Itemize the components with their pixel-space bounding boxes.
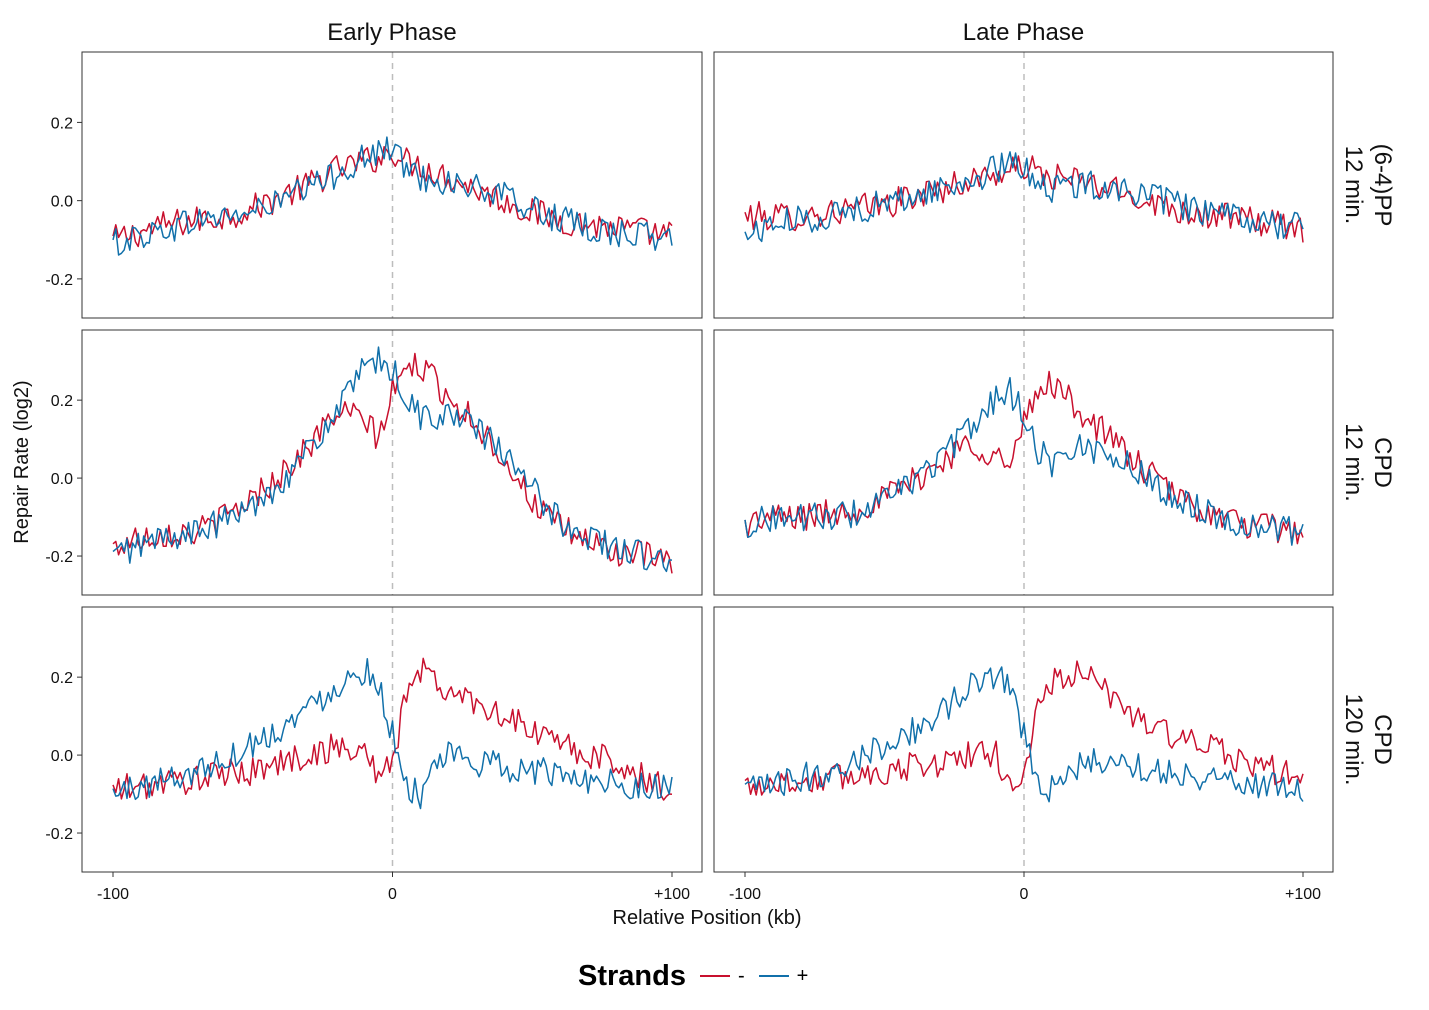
legend-swatch-minus [699,975,730,977]
panel-border [81,51,703,319]
legend-title: Strands [578,959,686,992]
series-line-plus [112,136,673,256]
series-line-minus [744,370,1304,545]
legend-swatch-plus [758,975,789,977]
panels-layer [81,51,1334,873]
panel-border [713,51,1334,319]
panel-r1-c1 [713,329,1334,596]
x-tick-label: +100 [1285,886,1321,903]
y-tick-label: 0.0 [51,748,73,765]
panel-border [81,329,703,596]
facet-row-label: CPD120 min. [1340,693,1396,785]
x-tick-label: -100 [729,886,761,903]
series-line-minus [112,657,673,801]
y-tick-label: 0.0 [51,194,73,211]
y-tick-label: -0.2 [45,272,73,289]
y-tick-label: 0.0 [51,471,73,488]
facet-row-label-line: CPD [1369,714,1396,765]
y-tick-label: 0.2 [51,670,73,687]
panel-r1-c0 [81,329,703,596]
panel-r2-c1 [713,606,1334,873]
x-tick-label: -100 [97,886,129,903]
panel-r2-c0 [81,606,703,873]
x-tick-label: 0 [388,886,397,903]
y-tick-label: 0.2 [51,393,73,410]
panel-r0-c1 [713,51,1334,319]
series-line-minus [744,155,1304,243]
legend-item-plus: + [758,964,809,988]
facet-row-label-line: 12 min. [1340,146,1367,225]
facet-column-label: Late Phase [963,19,1084,46]
facet-row-label-line: (6-4)PP [1369,144,1396,227]
labels-layer: -0.2 0.0 0.2 -0.2 0.0 0.2 -0.2 0.0 0.2 -100 0 +100 -… [11,19,1396,929]
legend-label-plus: + [796,964,809,987]
facet-row-label-line: 120 min. [1340,693,1367,785]
y-tick-label: -0.2 [45,549,73,566]
facet-row-label-line: 12 min. [1340,423,1367,502]
panel-border [713,329,1334,596]
series-line-minus [112,145,673,248]
facet-row-label: CPD12 min. [1340,423,1396,502]
x-tick-label: +100 [654,886,690,903]
facet-row-label: (6-4)PP12 min. [1340,144,1396,227]
x-axis-title: Relative Position (kb) [613,907,802,929]
legend: Strands - + [578,956,822,996]
series-line-plus [112,346,673,573]
legend-item-minus: - [699,964,745,988]
legend-label-minus: - [737,964,745,987]
series-line-plus [744,666,1304,803]
series-line-plus [112,657,673,810]
y-tick-label: -0.2 [45,826,73,843]
series-line-plus [744,376,1304,546]
x-tick-label: 0 [1020,886,1029,903]
facet-column-label: Early Phase [327,19,456,46]
y-tick-label: 0.2 [51,115,73,132]
y-axis-title: Repair Rate (log2) [11,380,33,543]
series-line-plus [744,151,1304,243]
facet-row-label-line: CPD [1369,437,1396,488]
panel-r0-c0 [81,51,703,319]
